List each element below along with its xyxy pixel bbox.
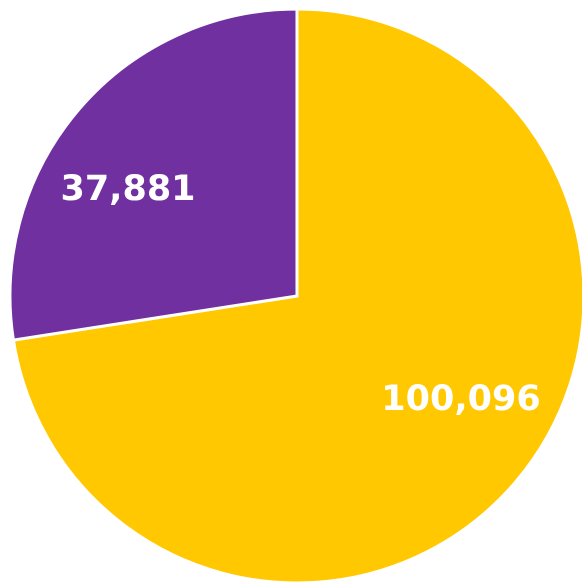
pie-slice-37881	[8, 7, 299, 342]
slice-label-100096: 100,096	[381, 379, 540, 419]
pie-labels: 100,096 37,881	[60, 169, 540, 419]
slice-label-37881: 37,881	[60, 169, 195, 209]
pie-slices	[8, 7, 582, 583]
